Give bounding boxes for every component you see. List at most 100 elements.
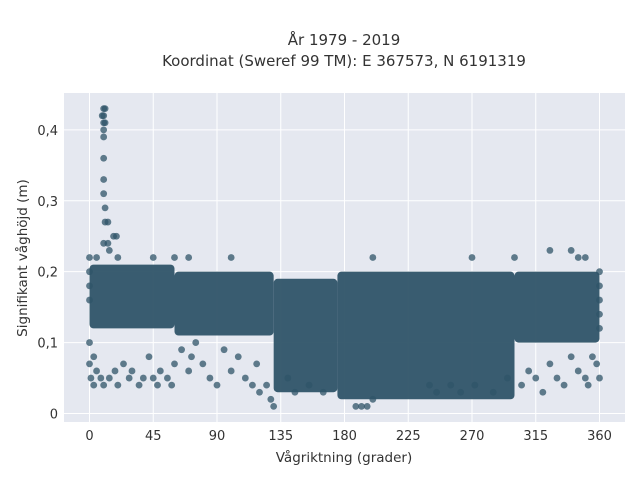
scatter-point (457, 388, 465, 396)
x-tick-label: 135 (268, 429, 293, 444)
scatter-point (113, 232, 120, 240)
scatter-point (90, 353, 98, 361)
scatter-point (111, 367, 119, 375)
scatter-point (471, 381, 479, 389)
scatter-point (171, 254, 178, 261)
scatter-point (263, 381, 270, 389)
scatter-point (234, 353, 242, 361)
scatter-point (447, 381, 455, 389)
chart-title: År 1979 - 2019 (288, 30, 401, 49)
scatter-point (319, 388, 327, 396)
x-axis-ticks: 0 45 90 135 180 225 270 315 360 (85, 429, 612, 444)
x-axis-label: Vågriktning (grader) (276, 449, 413, 466)
scatter-point (97, 374, 105, 382)
scatter-point (539, 388, 547, 396)
scatter-point (125, 374, 133, 382)
scatter-point (100, 133, 108, 141)
scatter-point (253, 360, 261, 368)
y-tick-label: 0 (50, 407, 58, 422)
dense-point-band (514, 271, 600, 343)
scatter-point (574, 254, 582, 261)
scatter-point (100, 190, 108, 198)
scatter-point (546, 360, 554, 368)
scatter-point (206, 374, 214, 382)
y-tick-label: 0,3 (37, 195, 58, 210)
scatter-point (581, 254, 589, 261)
dense-point-band (337, 271, 515, 400)
scatter-point (256, 388, 263, 396)
scatter-point (574, 367, 582, 375)
dense-point-band (174, 271, 274, 336)
scatter-point (101, 204, 109, 212)
scatter-point (468, 254, 476, 261)
dense-point-clouds (89, 264, 600, 400)
scatter-point (87, 374, 95, 382)
scatter-point (567, 353, 575, 361)
scatter-point (369, 395, 377, 403)
scatter-point (86, 254, 93, 261)
x-tick-label: 45 (145, 429, 162, 444)
scatter-point (100, 381, 108, 389)
scatter-point (149, 254, 157, 261)
scatter-point (358, 403, 365, 410)
scatter-point (596, 374, 603, 382)
scatter-point (593, 360, 601, 368)
scatter-point (518, 381, 525, 389)
scatter-point (105, 247, 113, 254)
scatter-point (128, 367, 136, 375)
x-tick-label: 315 (523, 429, 548, 444)
scatter-point (164, 374, 171, 382)
scatter-point (581, 374, 589, 382)
scatter-point (156, 367, 164, 375)
scatter-point (86, 268, 93, 276)
scatter-point (426, 381, 433, 389)
y-tick-label: 0,2 (37, 266, 58, 281)
scatter-point (168, 381, 176, 389)
scatter-point (101, 218, 109, 226)
scatter-point (305, 381, 313, 389)
y-tick-label: 0,4 (37, 124, 58, 139)
scatter-point (101, 105, 109, 112)
scatter-point (489, 388, 497, 396)
scatter-point (139, 374, 147, 382)
scatter-point (93, 367, 100, 375)
scatter-point (352, 403, 360, 410)
scatter-point (86, 360, 93, 368)
scatter-point (525, 367, 533, 375)
scatter-point (596, 296, 603, 304)
scatter-point (171, 360, 178, 368)
scatter-point (213, 381, 221, 389)
scatter-point (291, 388, 299, 396)
scatter-point (511, 254, 518, 261)
scatter-point (249, 381, 256, 389)
scatter-point (584, 381, 592, 389)
x-tick-label: 180 (332, 429, 357, 444)
scatter-point (100, 154, 108, 162)
scatter-point (185, 254, 193, 261)
y-axis-ticks: 0 0,1 0,2 0,3 0,4 (37, 124, 58, 423)
scatter-point (589, 353, 596, 361)
x-tick-label: 270 (460, 429, 485, 444)
scatter-point (101, 119, 109, 127)
scatter-point (369, 254, 377, 261)
scatter-point (267, 395, 275, 403)
x-tick-label: 0 (85, 429, 93, 444)
scatter-point (185, 367, 193, 375)
scatter-point (100, 176, 108, 183)
scatter-point (105, 374, 113, 382)
scatter-point (135, 381, 143, 389)
y-axis-label: Signifikant våghöjd (m) (14, 179, 31, 337)
scatter-points (86, 105, 603, 410)
x-tick-label: 225 (396, 429, 421, 444)
x-tick-label: 360 (587, 429, 612, 444)
scatter-point (596, 268, 603, 276)
x-tick-label: 90 (209, 429, 226, 444)
dense-point-band (89, 264, 175, 329)
scatter-point (90, 381, 98, 389)
scatter-point (149, 374, 157, 382)
scatter-point (93, 254, 100, 261)
scatter-point (100, 126, 108, 134)
scatter-point (86, 339, 93, 346)
scatter-point (104, 239, 112, 247)
scatter-point (567, 247, 575, 254)
